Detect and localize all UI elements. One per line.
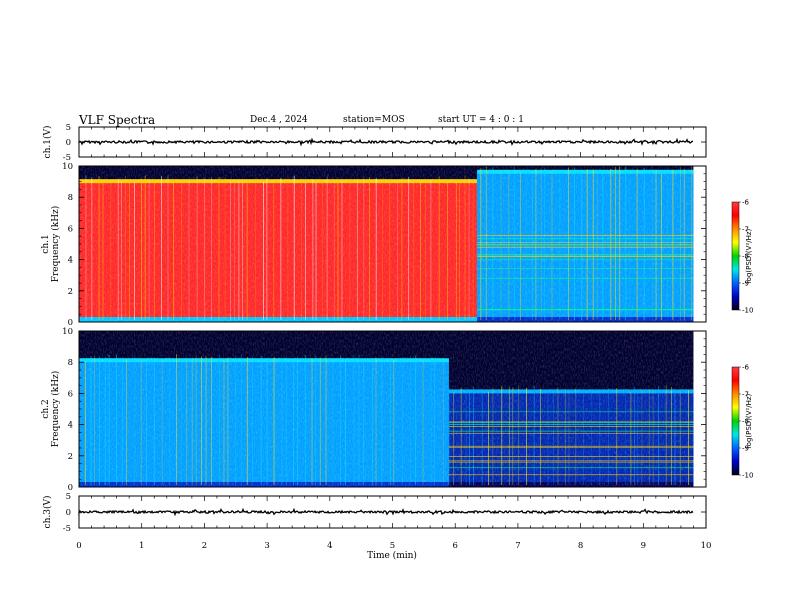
y-tick-label: 5 [66,492,71,502]
y-tick-label: 0 [66,508,71,518]
colorbar-tick-label: -8 [742,418,749,426]
colorbar-tick-label: -6 [742,364,750,372]
colorbar-tick-label: -10 [742,307,753,315]
x-tick-label: 7 [515,541,520,551]
panel-border [78,165,707,323]
y-tick-label: 5 [66,123,71,133]
colorbar-tick-label: -7 [742,391,749,399]
y-tick-label: 10 [62,327,73,337]
y-tick-label: 10 [62,162,73,172]
colorbar-tick-label: -9 [742,445,749,453]
y-tick-label: -5 [63,524,71,534]
y-tick-label: 4 [68,421,73,431]
x-tick-label: 1 [139,541,144,551]
y-tick-label: 2 [68,452,73,462]
ch2-spectrogram-ylabel-2: Frequency (kHz) [50,371,61,448]
x-tick-label: 8 [578,541,583,551]
x-tick-label: 6 [452,541,457,551]
x-tick-label: 3 [264,541,269,551]
panel-border [78,495,707,529]
y-tick-label: 0 [68,483,73,493]
ch1-colorbar-label: log(PSD)(V²/Hz) [745,228,753,283]
x-tick-label: 5 [390,541,395,551]
figure-title: VLF Spectra [79,113,156,127]
x-tick-label: 9 [641,541,646,551]
y-tick-label: 0 [66,138,71,148]
spectrogram-grain [79,331,694,487]
y-tick-label: -5 [63,153,71,163]
ch1-waveform-ylabel: ch.1(V) [42,126,53,159]
x-tick-label: 2 [202,541,207,551]
station-label: station=MOS [343,115,405,125]
y-tick-label: 2 [68,287,73,297]
start-time-label: start UT = 4 : 0 : 1 [438,115,524,125]
colorbar-tick-label: -7 [742,226,749,234]
ch2-colorbar-label: log(PSD)(V²/Hz) [745,393,753,448]
x-axis-label: Time (min) [367,550,417,561]
ch1-spectrogram-ylabel-1: ch.1 [41,234,51,253]
y-tick-label: 4 [68,256,73,266]
spectrogram-grain [79,166,694,322]
x-tick-label: 0 [76,541,81,551]
x-tick-label: 10 [701,541,712,551]
y-tick-label: 6 [68,389,73,399]
colorbar-tick-label: -9 [742,280,749,288]
ch3-waveform-ylabel: ch.3(V) [42,496,53,529]
x-tick-label: 4 [327,541,332,551]
colorbar [731,201,740,311]
colorbar-tick-label: -10 [742,472,753,480]
y-tick-label: 8 [68,193,73,203]
ch2-spectrogram-ylabel-1: ch.2 [41,399,51,418]
ch1-spectrogram-ylabel-2: Frequency (kHz) [50,206,61,283]
colorbar [731,366,740,476]
waveform-trace [78,137,694,147]
colorbar-tick-label: -8 [742,253,749,261]
panel-border [78,330,707,488]
panel-border [78,126,707,158]
waveform-trace [78,507,694,517]
y-tick-label: 6 [68,224,73,234]
y-tick-label: 0 [68,318,73,328]
date-label: Dec.4 , 2024 [250,115,308,125]
y-tick-label: 8 [68,358,73,368]
colorbar-tick-label: -6 [742,199,750,207]
